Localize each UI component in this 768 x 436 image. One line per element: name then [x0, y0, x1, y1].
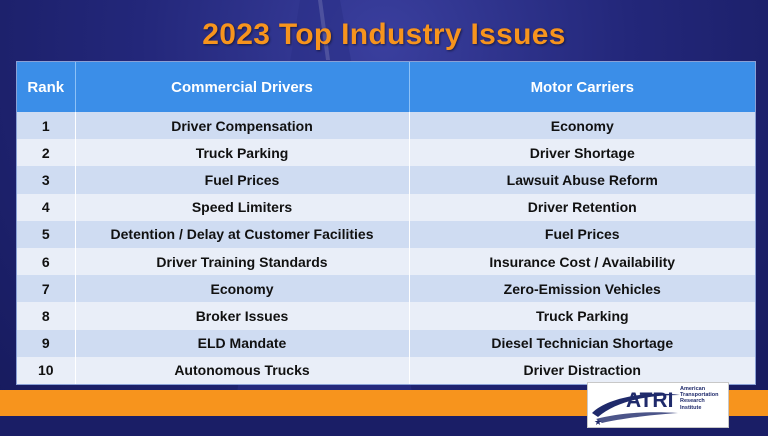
- rank-cell: 1: [17, 112, 76, 140]
- table-row: 7 Economy Zero-Emission Vehicles: [17, 275, 755, 303]
- table-row: 2 Truck Parking Driver Shortage: [17, 139, 755, 167]
- atri-logo: ★ ATRI American Transportation Research …: [587, 382, 729, 428]
- table-row: 3 Fuel Prices Lawsuit Abuse Reform: [17, 166, 755, 194]
- driver-issue-cell: ELD Mandate: [75, 329, 410, 357]
- header-rank: Rank: [17, 62, 76, 112]
- logo-line-3: Research: [680, 398, 705, 405]
- rank-cell: 5: [17, 220, 76, 248]
- rank-cell: 2: [17, 139, 76, 167]
- header-motor-carriers: Motor Carriers: [409, 62, 755, 112]
- atri-swoosh-icon: ★: [592, 393, 680, 427]
- issues-table: Rank Commercial Drivers Motor Carriers 1…: [16, 61, 756, 385]
- rank-cell: 9: [17, 329, 76, 357]
- carrier-issue-cell: Insurance Cost / Availability: [409, 247, 755, 276]
- table-row: 5 Detention / Delay at Customer Faciliti…: [17, 220, 755, 248]
- carrier-issue-cell: Truck Parking: [409, 302, 755, 330]
- driver-issue-cell: Fuel Prices: [75, 166, 410, 194]
- table-row: 8 Broker Issues Truck Parking: [17, 302, 755, 330]
- driver-issue-cell: Detention / Delay at Customer Facilities: [75, 220, 410, 248]
- driver-issue-cell: Speed Limiters: [75, 193, 410, 221]
- logo-line-2: Transportation: [680, 392, 719, 399]
- svg-text:★: ★: [594, 418, 602, 427]
- table-row: 1 Driver Compensation Economy: [17, 112, 755, 140]
- rank-cell: 4: [17, 193, 76, 221]
- carrier-issue-cell: Zero-Emission Vehicles: [409, 275, 755, 303]
- driver-issue-cell: Driver Compensation: [75, 112, 410, 140]
- driver-issue-cell: Broker Issues: [75, 302, 410, 330]
- rank-cell: 3: [17, 166, 76, 194]
- logo-line-1: American: [680, 386, 706, 392]
- rank-cell: 10: [17, 356, 76, 384]
- carrier-issue-cell: Fuel Prices: [409, 220, 755, 248]
- table-row: 9 ELD Mandate Diesel Technician Shortage: [17, 329, 755, 357]
- table-row: 4 Speed Limiters Driver Retention: [17, 193, 755, 221]
- rank-cell: 7: [17, 275, 76, 303]
- driver-issue-cell: Truck Parking: [75, 139, 410, 167]
- driver-issue-cell: Autonomous Trucks: [75, 356, 410, 384]
- rank-cell: 8: [17, 302, 76, 330]
- carrier-issue-cell: Economy: [409, 112, 755, 140]
- table-row: 10 Autonomous Trucks Driver Distraction: [17, 356, 755, 384]
- footer-strip: [0, 416, 768, 436]
- carrier-issue-cell: Diesel Technician Shortage: [409, 329, 755, 357]
- carrier-issue-cell: Lawsuit Abuse Reform: [409, 166, 755, 194]
- logo-wordmark: ATRI: [626, 389, 674, 412]
- carrier-issue-cell: Driver Shortage: [409, 139, 755, 167]
- rank-cell: 6: [17, 247, 76, 276]
- logo-line-4: Institute: [680, 404, 702, 411]
- table-header-row: Rank Commercial Drivers Motor Carriers: [17, 62, 755, 112]
- driver-issue-cell: Economy: [75, 275, 410, 303]
- slide-title: 2023 Top Industry Issues: [202, 18, 566, 51]
- carrier-issue-cell: Driver Distraction: [409, 356, 755, 384]
- carrier-issue-cell: Driver Retention: [409, 193, 755, 221]
- logo-subtitle: American Transportation Research Institu…: [680, 386, 728, 411]
- table-row: 6 Driver Training Standards Insurance Co…: [17, 247, 755, 276]
- header-commercial-drivers: Commercial Drivers: [75, 62, 410, 112]
- driver-issue-cell: Driver Training Standards: [75, 247, 410, 276]
